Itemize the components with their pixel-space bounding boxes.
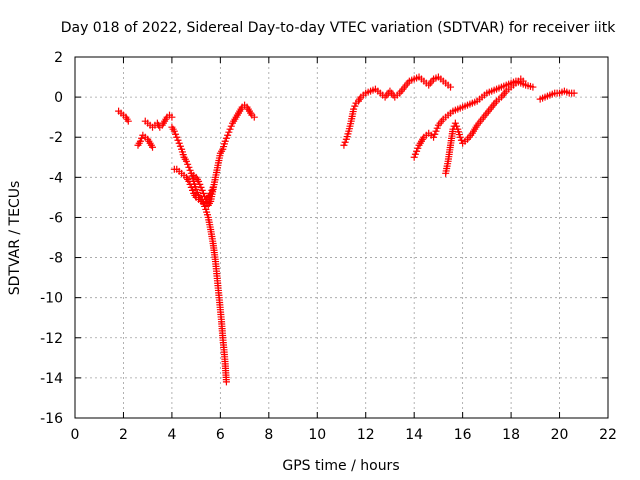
y-tick-label: -4 <box>49 170 63 186</box>
data-point <box>456 133 464 141</box>
axis-ticks <box>74 56 609 419</box>
chart-title: Day 018 of 2022, Sidereal Day-to-day VTE… <box>61 20 616 36</box>
data-point <box>341 138 349 146</box>
data-point <box>201 202 209 210</box>
data-point <box>411 150 419 158</box>
data-point <box>170 127 178 135</box>
series-segment-4 <box>168 123 230 386</box>
x-tick-label: 12 <box>357 427 375 443</box>
y-tick-labels: 2 0 -2 -4 -6 -8 -10 -12 -14 -16 <box>40 50 63 427</box>
data-point <box>196 180 204 188</box>
x-tick-label: 22 <box>599 427 617 443</box>
x-axis-label: GPS time / hours <box>282 458 399 474</box>
data-point <box>529 83 537 91</box>
series-segment-1 <box>115 107 132 125</box>
data-point <box>195 177 203 185</box>
data-point <box>185 163 193 171</box>
data-point <box>519 77 527 85</box>
y-axis-label: SDTVAR / TECUs <box>7 181 23 296</box>
data-point <box>187 183 195 191</box>
data-point <box>453 122 461 130</box>
data-point <box>413 147 421 155</box>
data-point <box>175 139 183 147</box>
x-tick-labels: 0 2 4 6 8 10 12 14 16 18 20 22 <box>71 427 617 443</box>
x-tick-label: 2 <box>119 427 128 443</box>
grid <box>75 57 608 418</box>
series-segment-9 <box>442 75 527 177</box>
data-point <box>340 141 348 149</box>
data-point <box>447 83 455 91</box>
plot-frame <box>74 56 609 419</box>
data-point <box>192 185 200 193</box>
data-point <box>351 102 359 110</box>
data-point <box>168 113 176 121</box>
data-point <box>184 160 192 168</box>
data-point <box>457 136 465 144</box>
x-tick-label: 0 <box>71 427 80 443</box>
data-point <box>433 124 441 132</box>
y-tick-label: -8 <box>49 251 63 267</box>
data-points <box>115 73 578 386</box>
data-point <box>174 136 182 144</box>
y-tick-label: -14 <box>40 371 63 387</box>
data-point <box>250 113 258 121</box>
y-tick-label: 0 <box>54 90 63 106</box>
data-point <box>225 128 233 136</box>
series-segment-10 <box>536 87 578 103</box>
x-tick-label: 18 <box>502 427 520 443</box>
data-point <box>186 180 194 188</box>
data-point <box>414 144 422 152</box>
data-point <box>570 89 578 97</box>
data-point <box>182 157 190 165</box>
x-tick-label: 4 <box>167 427 176 443</box>
y-tick-label: -16 <box>40 411 63 427</box>
data-point <box>124 117 132 125</box>
data-point <box>221 137 229 145</box>
data-point <box>149 143 157 151</box>
y-tick-label: 2 <box>54 50 63 66</box>
series-segment-6 <box>190 101 258 209</box>
data-point <box>138 134 146 142</box>
y-tick-label: -10 <box>40 291 63 307</box>
data-point <box>222 378 230 386</box>
data-point <box>350 105 358 113</box>
data-point <box>224 131 232 139</box>
data-point <box>410 153 418 161</box>
x-tick-label: 6 <box>216 427 225 443</box>
series-segment-2 <box>134 131 157 151</box>
data-point <box>136 137 144 145</box>
data-point <box>430 133 438 141</box>
data-point <box>227 122 235 130</box>
x-tick-label: 8 <box>264 427 273 443</box>
data-point <box>197 183 205 191</box>
data-point <box>432 127 440 135</box>
data-point <box>198 186 206 194</box>
data-point <box>172 130 180 138</box>
x-tick-label: 20 <box>551 427 569 443</box>
series-segment-3 <box>141 111 176 131</box>
y-tick-label: -12 <box>40 331 63 347</box>
data-point <box>226 125 234 133</box>
data-point <box>431 130 439 138</box>
data-point <box>451 119 459 127</box>
data-point <box>222 134 230 142</box>
data-point <box>201 192 209 200</box>
series-segment-7 <box>340 73 455 149</box>
data-point <box>185 177 193 185</box>
data-point <box>176 142 184 150</box>
series-segment-8 <box>410 77 537 161</box>
y-tick-label: -2 <box>49 130 63 146</box>
y-tick-label: -6 <box>49 210 63 226</box>
data-point <box>199 189 207 197</box>
x-tick-label: 14 <box>405 427 423 443</box>
data-point <box>189 186 197 194</box>
data-point <box>186 166 194 174</box>
data-point <box>173 133 181 141</box>
x-tick-label: 10 <box>308 427 326 443</box>
x-tick-label: 16 <box>454 427 472 443</box>
